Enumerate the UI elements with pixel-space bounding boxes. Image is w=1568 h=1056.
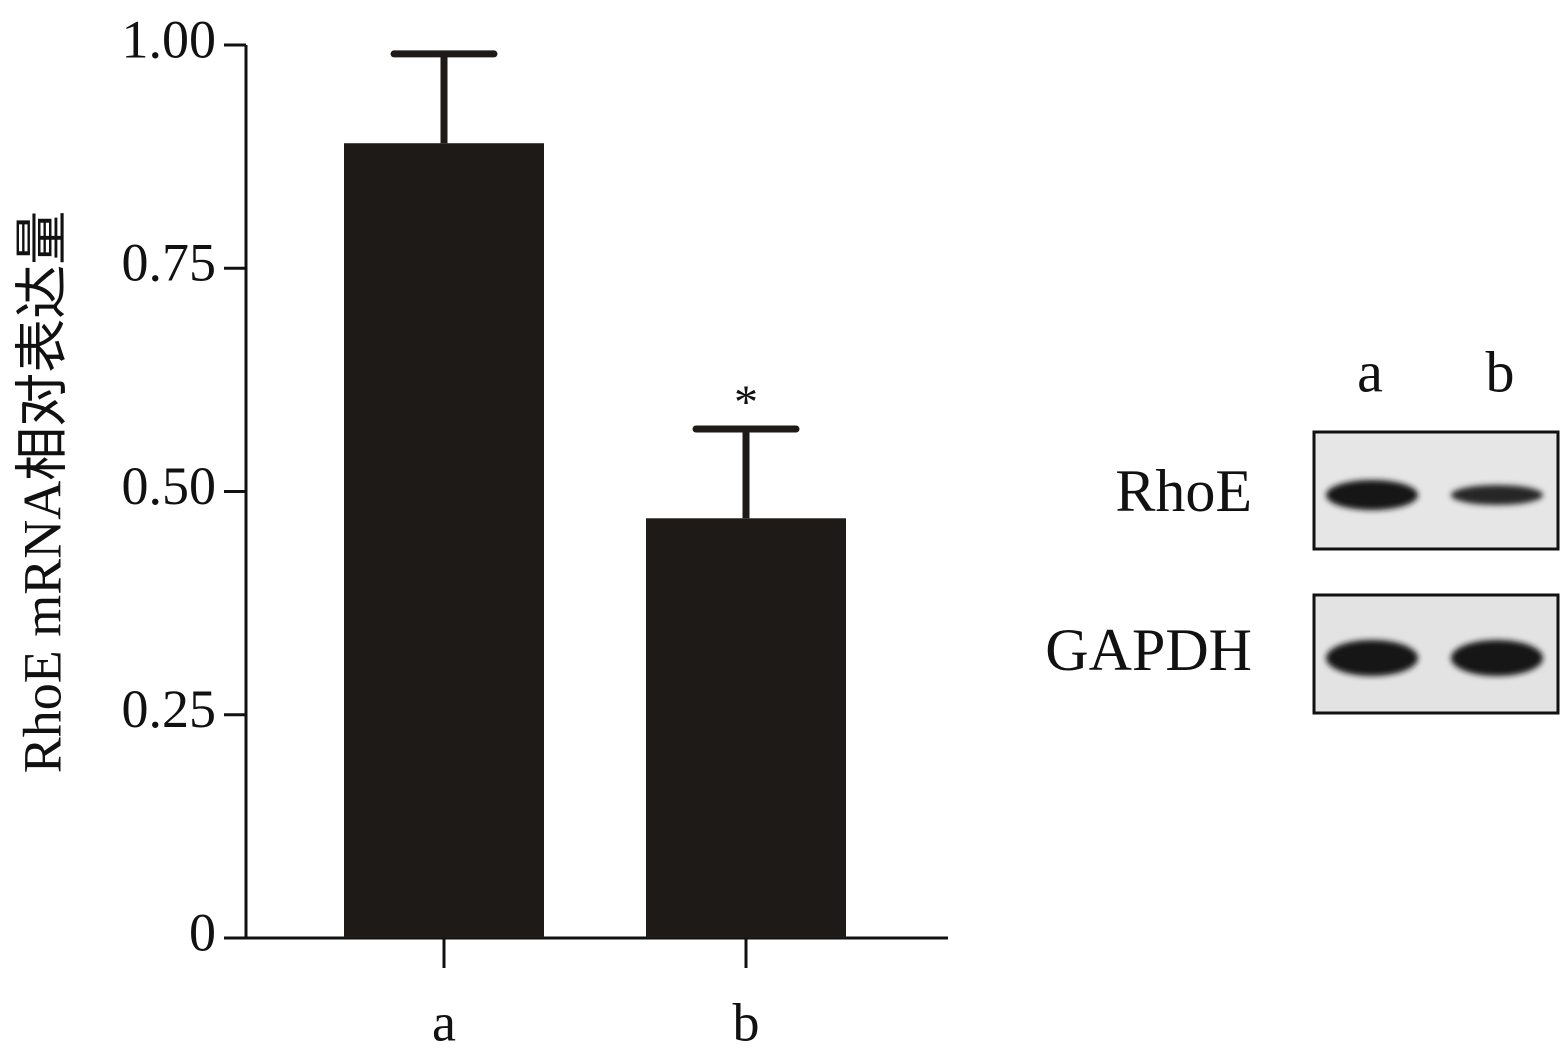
lane-label: a bbox=[1357, 339, 1383, 404]
band bbox=[1451, 485, 1543, 505]
y-tick-label: 0.50 bbox=[122, 456, 217, 516]
band bbox=[1326, 480, 1418, 510]
gel: a b RhoE GAPDH bbox=[1045, 339, 1560, 715]
x-tick-label: b bbox=[733, 992, 760, 1052]
y-tick-label: 0 bbox=[189, 902, 216, 962]
lane-label: b bbox=[1486, 339, 1515, 404]
y-tick-label: 0.75 bbox=[122, 233, 217, 293]
x-tick-label: a bbox=[432, 992, 456, 1052]
band bbox=[1451, 640, 1543, 676]
band bbox=[1326, 640, 1418, 676]
row-label: GAPDH bbox=[1045, 617, 1252, 683]
y-tick-label: 0.25 bbox=[122, 679, 217, 739]
significance-mark: * bbox=[734, 376, 758, 429]
row-label: RhoE bbox=[1115, 458, 1252, 524]
y-tick-label: 1.00 bbox=[122, 9, 217, 69]
bar bbox=[344, 143, 544, 939]
bar bbox=[646, 518, 846, 938]
y-axis-label: RhoE mRNA相对表达量 bbox=[12, 211, 72, 774]
